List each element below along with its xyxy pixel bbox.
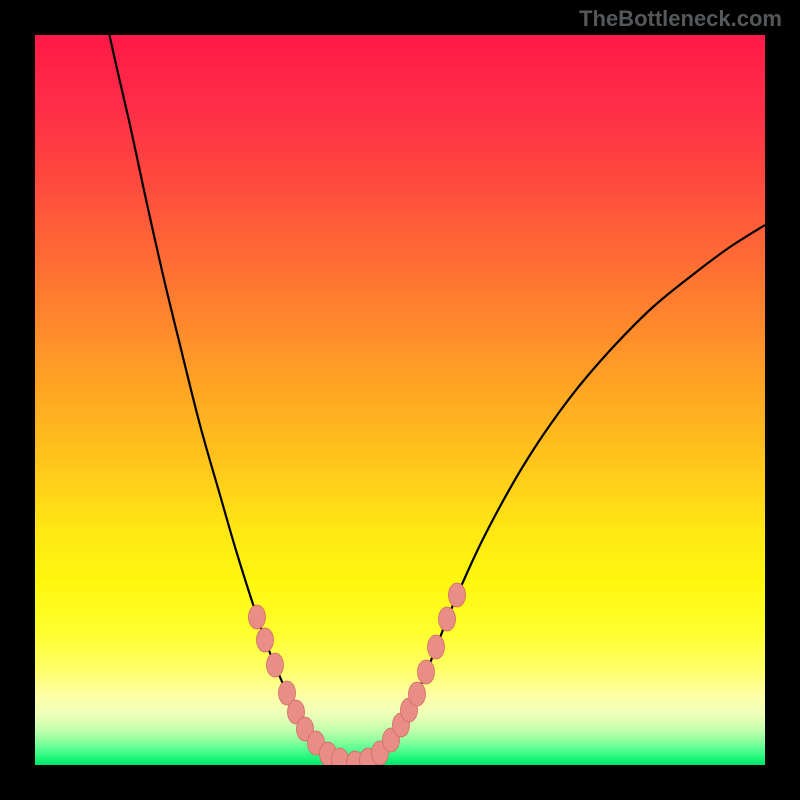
marker-right: [418, 660, 435, 684]
watermark-text: TheBottleneck.com: [579, 6, 782, 32]
marker-right: [409, 682, 426, 706]
marker-left: [249, 605, 266, 629]
v-curve-chart: [35, 35, 765, 765]
marker-right: [428, 635, 445, 659]
marker-right: [449, 583, 466, 607]
chart-frame: TheBottleneck.com: [0, 0, 800, 800]
marker-right: [439, 607, 456, 631]
marker-left: [267, 653, 284, 677]
marker-left: [257, 628, 274, 652]
marker-left: [332, 748, 349, 772]
plot-area: [35, 35, 765, 765]
